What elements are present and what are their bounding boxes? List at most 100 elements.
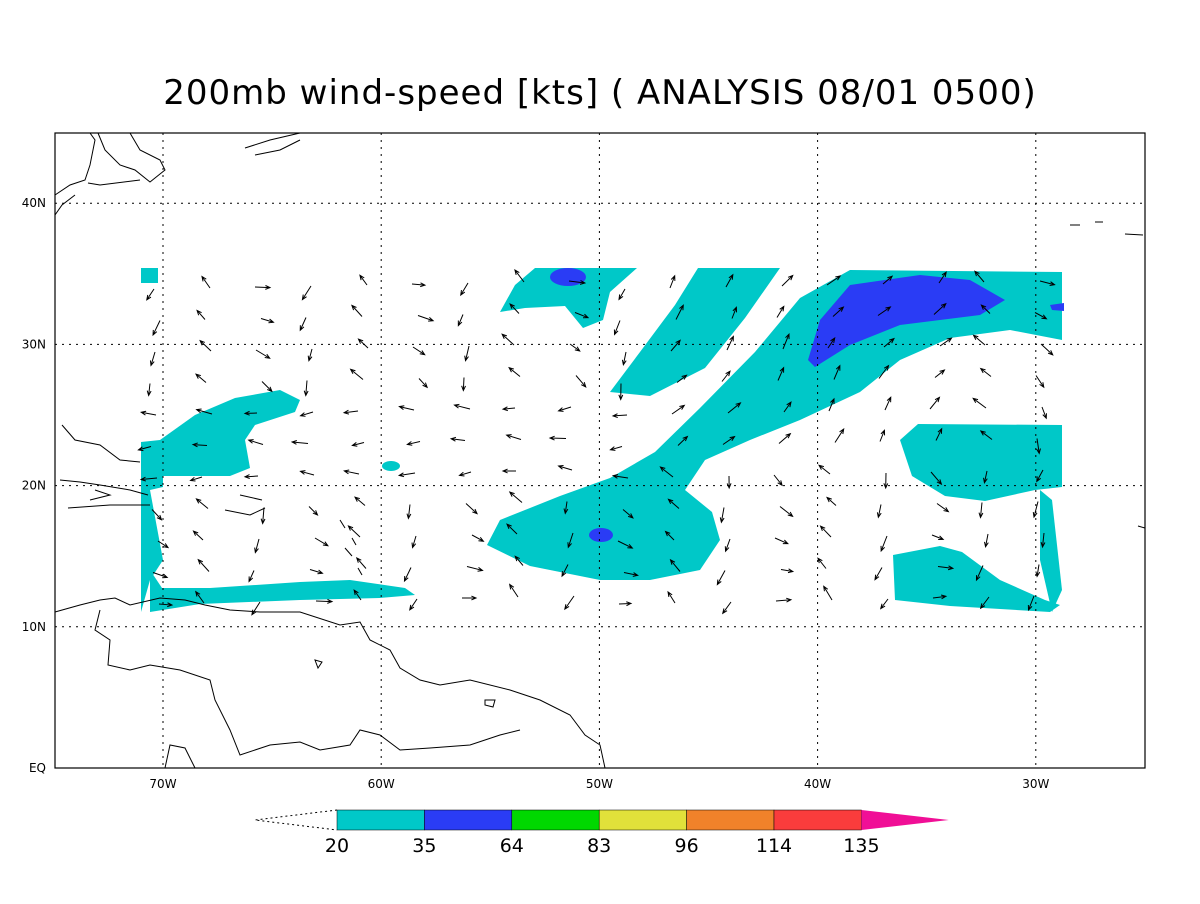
wind-arrow bbox=[877, 306, 892, 316]
wind-arrow bbox=[569, 343, 581, 352]
colorbar-over-triangle bbox=[861, 810, 949, 830]
wind-arrow bbox=[251, 601, 261, 616]
wind-shading bbox=[141, 268, 1064, 612]
wind-arrow bbox=[347, 525, 361, 538]
wind-arrow bbox=[823, 585, 833, 601]
wind-arrow bbox=[1027, 595, 1035, 612]
wind-arrow bbox=[397, 472, 416, 478]
wind-arrow bbox=[152, 572, 169, 579]
wind-arrow bbox=[453, 403, 471, 410]
wind-arrow bbox=[722, 601, 732, 615]
wind-arrow bbox=[351, 304, 363, 317]
wind-arrow bbox=[501, 468, 517, 474]
wind-arrow bbox=[195, 408, 213, 415]
wind-arrow bbox=[557, 464, 573, 471]
wind-arrow bbox=[261, 381, 273, 393]
wind-arrow bbox=[457, 314, 464, 327]
wind-arrow bbox=[411, 535, 417, 549]
colorbar-label: 64 bbox=[500, 835, 524, 857]
wind-arrow bbox=[675, 304, 684, 320]
wind-arrow bbox=[617, 540, 634, 549]
wind-arrow bbox=[461, 595, 478, 601]
wind-arrow bbox=[359, 274, 368, 286]
wind-arrow bbox=[721, 370, 731, 382]
wind-arrow bbox=[1035, 375, 1045, 389]
wind-arrow bbox=[727, 402, 742, 414]
wind-arrow bbox=[301, 285, 312, 301]
wind-arrow bbox=[1035, 564, 1041, 578]
wind-arrow bbox=[827, 336, 836, 349]
coastlines bbox=[54, 132, 1146, 769]
wind-arrow bbox=[972, 397, 987, 409]
wind-arrow bbox=[622, 509, 634, 519]
lat-label: 30N bbox=[22, 337, 46, 351]
lon-label: 50W bbox=[586, 777, 613, 791]
wind-arrow bbox=[557, 406, 572, 412]
wind-arrow bbox=[260, 507, 266, 525]
colorbar-label: 114 bbox=[756, 835, 792, 857]
wind-arrow bbox=[818, 464, 831, 475]
wind-arrow bbox=[930, 471, 943, 486]
wind-arrow bbox=[677, 435, 689, 446]
wind-arrow bbox=[398, 405, 415, 411]
wind-arrow bbox=[884, 396, 892, 411]
wind-arrow bbox=[355, 557, 367, 569]
wind-arrow bbox=[726, 475, 732, 490]
wind-arrow bbox=[939, 337, 953, 347]
wind-arrow bbox=[290, 440, 309, 445]
wind-arrow bbox=[137, 446, 152, 452]
wind-arrow bbox=[247, 439, 264, 445]
wind-arrow bbox=[564, 595, 575, 611]
wind-arrow bbox=[189, 476, 203, 482]
wind-arrow bbox=[613, 320, 621, 336]
wind-arrow bbox=[879, 598, 889, 610]
wind-arrow bbox=[623, 572, 639, 577]
wind-arrow bbox=[299, 411, 314, 417]
colorbar: 20 35 64 83 96 114 135 bbox=[254, 809, 949, 857]
lat-label: 20N bbox=[22, 479, 46, 493]
colorbar-swatch bbox=[598, 809, 687, 831]
wind-arrow bbox=[817, 557, 827, 569]
wind-arrow bbox=[775, 597, 793, 603]
wind-arrow bbox=[669, 558, 681, 572]
wind-arrow bbox=[726, 335, 734, 351]
wind-arrow bbox=[568, 280, 587, 285]
wind-arrow bbox=[514, 269, 525, 283]
wind-arrow bbox=[980, 304, 991, 314]
wind-arrow bbox=[778, 432, 792, 444]
colorbar-swatch bbox=[511, 809, 600, 831]
wind-arrow bbox=[1036, 438, 1041, 455]
wind-arrow bbox=[461, 377, 466, 392]
colorbar-label: 35 bbox=[412, 835, 436, 857]
wind-arrow bbox=[874, 567, 883, 581]
wind-arrow bbox=[254, 538, 260, 554]
wind-arrow bbox=[669, 274, 676, 289]
wind-vectors bbox=[137, 269, 1056, 616]
wind-arrow bbox=[833, 364, 841, 380]
wind-arrow bbox=[611, 473, 629, 479]
wind-arrow bbox=[299, 470, 315, 476]
wind-arrow bbox=[195, 373, 207, 383]
wind-arrow bbox=[357, 338, 369, 349]
wind-arrow bbox=[460, 282, 469, 297]
wind-arrow bbox=[1036, 469, 1044, 483]
wind-arrow bbox=[243, 410, 258, 416]
wind-arrow bbox=[676, 374, 688, 383]
wind-arrow bbox=[834, 427, 845, 443]
wind-arrow bbox=[882, 275, 894, 285]
lat-label: 10N bbox=[22, 620, 46, 634]
wind-arrow bbox=[197, 558, 210, 572]
lat-label: 40N bbox=[22, 196, 46, 210]
colorbar-swatch bbox=[686, 809, 775, 831]
colorbar-swatch bbox=[424, 809, 513, 831]
wind-arrow bbox=[779, 506, 794, 518]
wind-arrow bbox=[659, 466, 674, 478]
wind-arrow bbox=[146, 288, 155, 301]
wind-arrow bbox=[777, 366, 785, 381]
wind-arrow bbox=[774, 537, 789, 545]
wind-arrow bbox=[418, 378, 429, 389]
wind-arrow bbox=[195, 498, 209, 509]
wind-arrow bbox=[314, 537, 329, 547]
wind-arrow bbox=[158, 602, 174, 608]
